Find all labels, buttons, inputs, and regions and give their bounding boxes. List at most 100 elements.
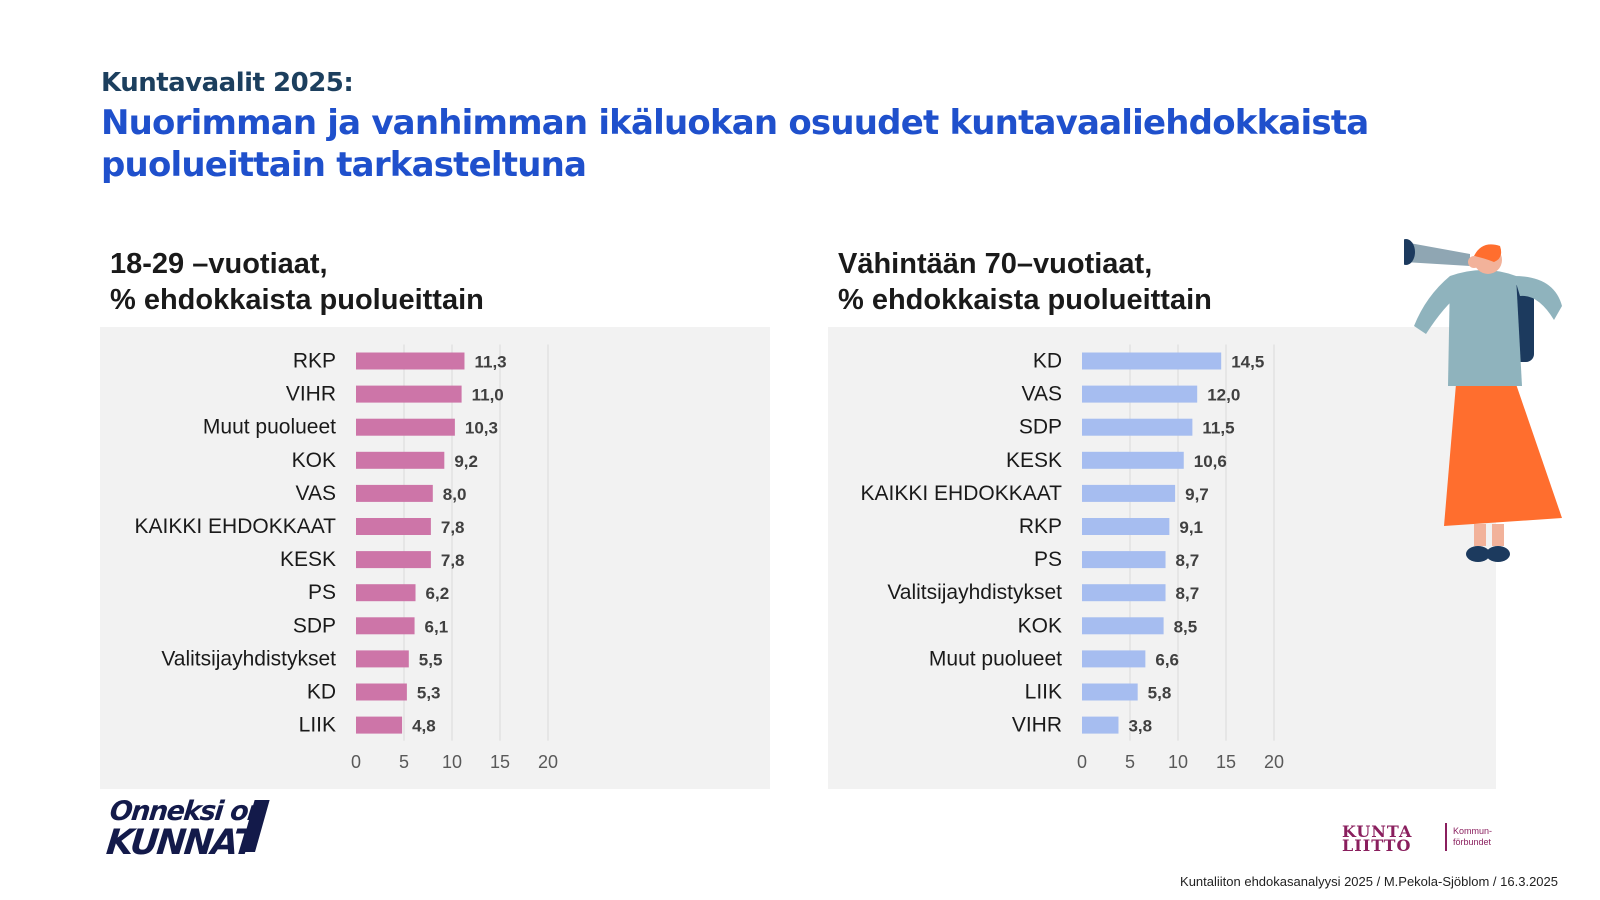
person-with-telescope-illustration xyxy=(1404,239,1562,562)
right-chart-title-line-2: % ehdokkaista puolueittain xyxy=(838,284,1212,316)
right-value-label: 8,7 xyxy=(1176,551,1200,570)
right-category-label: VIHR xyxy=(1012,714,1062,737)
logo-subtext-2: förbundet xyxy=(1453,837,1492,847)
left-x-tick-label: 20 xyxy=(538,752,558,772)
logo-divider xyxy=(1445,823,1447,851)
right-bar xyxy=(1082,518,1170,535)
left-category-label: KESK xyxy=(280,548,336,571)
left-value-label: 5,5 xyxy=(419,650,443,669)
left-bar xyxy=(356,518,431,535)
left-value-label: 4,8 xyxy=(412,717,436,736)
left-value-label: 8,0 xyxy=(443,485,467,504)
right-bar xyxy=(1082,484,1176,502)
right-bar-chart: KD 14,5 VAS 12,0 SDP 11,5 KESK 10,6 KAIKKI EHDOK… xyxy=(861,344,1284,772)
logo-word-2: LIITTO xyxy=(1342,836,1412,855)
telescope-lens xyxy=(1404,239,1415,265)
left-value-label: 7,8 xyxy=(441,518,465,537)
right-value-label: 9,1 xyxy=(1179,518,1203,537)
left-category-label: Valitsijayhdistykset xyxy=(161,647,336,670)
left-value-label: 6,2 xyxy=(426,584,450,603)
right-value-label: 14,5 xyxy=(1231,353,1264,372)
right-value-label: 11,5 xyxy=(1202,419,1234,438)
right-category-label: KESK xyxy=(1006,449,1062,472)
right-bar xyxy=(1082,352,1222,370)
right-bar xyxy=(1082,716,1119,734)
left-category-label: SDP xyxy=(293,614,336,637)
campaign-logo-line-2: KUNNAT xyxy=(104,823,258,863)
left-chart-title: 18-29 –vuotiaat, % ehdokkaista puolueitt… xyxy=(110,246,484,318)
left-category-label: KOK xyxy=(292,449,336,472)
left-value-label: 7,8 xyxy=(441,551,465,570)
right-category-label: KOK xyxy=(1018,614,1062,637)
right-category-label: PS xyxy=(1034,548,1062,571)
left-bar xyxy=(356,385,462,403)
left-bar-chart: RKP 11,3 VIHR 11,0 Muut puolueet 10,3 KOK 9,2 VA… xyxy=(135,344,558,772)
telescope-shape xyxy=(1404,242,1470,266)
left-x-tick-label: 10 xyxy=(442,752,462,772)
footer-source: Kuntaliiton ehdokasanalyysi 2025 / M.Pek… xyxy=(1180,874,1558,889)
right-bar xyxy=(1082,451,1184,469)
left-category-label: VAS xyxy=(296,482,336,505)
left-category-label: RKP xyxy=(293,350,336,373)
left-value-label: 11,3 xyxy=(474,353,506,372)
right-value-label: 9,7 xyxy=(1185,485,1209,504)
hand-shape xyxy=(1468,256,1480,268)
right-value-label: 6,6 xyxy=(1155,650,1179,669)
left-value-label: 10,3 xyxy=(465,419,498,438)
right-value-label: 8,7 xyxy=(1176,584,1200,603)
left-chart-title-line-2: % ehdokkaista puolueittain xyxy=(110,284,484,316)
left-chart-title-line-1: 18-29 –vuotiaat, xyxy=(110,248,328,280)
right-value-label: 3,8 xyxy=(1128,717,1152,736)
right-category-label: Valitsijayhdistykset xyxy=(887,581,1062,604)
right-bar xyxy=(1082,385,1198,403)
left-value-label: 6,1 xyxy=(425,617,449,636)
right-x-tick-label: 5 xyxy=(1125,752,1135,772)
page-title: Nuorimman ja vanhimman ikäluokan osuudet… xyxy=(101,103,1369,185)
left-bar xyxy=(356,617,415,635)
torso-shape xyxy=(1448,270,1522,386)
right-category-label: LIIK xyxy=(1025,681,1062,704)
skirt-shape xyxy=(1444,384,1562,526)
left-bar xyxy=(356,584,416,602)
right-category-label: KD xyxy=(1033,350,1062,373)
left-chart-background xyxy=(100,327,770,789)
left-value-label: 9,2 xyxy=(454,452,478,471)
left-bar xyxy=(356,352,465,370)
right-chart-title: Vähintään 70–vuotiaat, % ehdokkaista puo… xyxy=(838,246,1212,318)
right-bar xyxy=(1082,551,1166,569)
left-category-label: Muut puolueet xyxy=(203,416,336,439)
left-category-label: KAIKKI EHDOKKAAT xyxy=(135,515,337,538)
left-bar xyxy=(356,716,403,734)
right-category-label: VAS xyxy=(1022,383,1062,406)
left-bar xyxy=(356,551,431,569)
right-x-tick-label: 15 xyxy=(1216,752,1236,772)
right-value-label: 5,8 xyxy=(1148,684,1172,703)
right-category-label: Muut puolueet xyxy=(929,647,1062,670)
left-value-label: 11,0 xyxy=(472,386,504,405)
kicker: Kuntavaalit 2025: xyxy=(101,68,354,98)
campaign-logo-line-1: Onneksi on xyxy=(108,796,267,827)
logo-subtext-1: Kommun- xyxy=(1453,826,1493,836)
right-chart-title-line-1: Vähintään 70–vuotiaat, xyxy=(838,248,1153,280)
left-x-tick-label: 0 xyxy=(351,752,361,772)
right-bar xyxy=(1082,683,1138,701)
right-x-tick-label: 20 xyxy=(1264,752,1284,772)
arm-left xyxy=(1414,276,1460,334)
left-value-label: 5,3 xyxy=(417,684,441,703)
left-bar xyxy=(356,683,407,701)
right-value-label: 8,5 xyxy=(1174,617,1198,636)
left-bar xyxy=(356,484,433,502)
shoe-left xyxy=(1466,546,1490,562)
left-category-label: VIHR xyxy=(286,383,336,406)
left-category-label: LIIK xyxy=(299,714,336,737)
left-bar xyxy=(356,451,445,469)
right-category-label: SDP xyxy=(1019,416,1062,439)
arm-right xyxy=(1514,276,1562,320)
left-bar xyxy=(356,418,455,436)
left-category-label: KD xyxy=(307,681,336,704)
right-value-label: 10,6 xyxy=(1194,452,1227,471)
right-bar xyxy=(1082,418,1193,436)
right-x-tick-label: 0 xyxy=(1077,752,1087,772)
right-value-label: 12,0 xyxy=(1207,386,1240,405)
